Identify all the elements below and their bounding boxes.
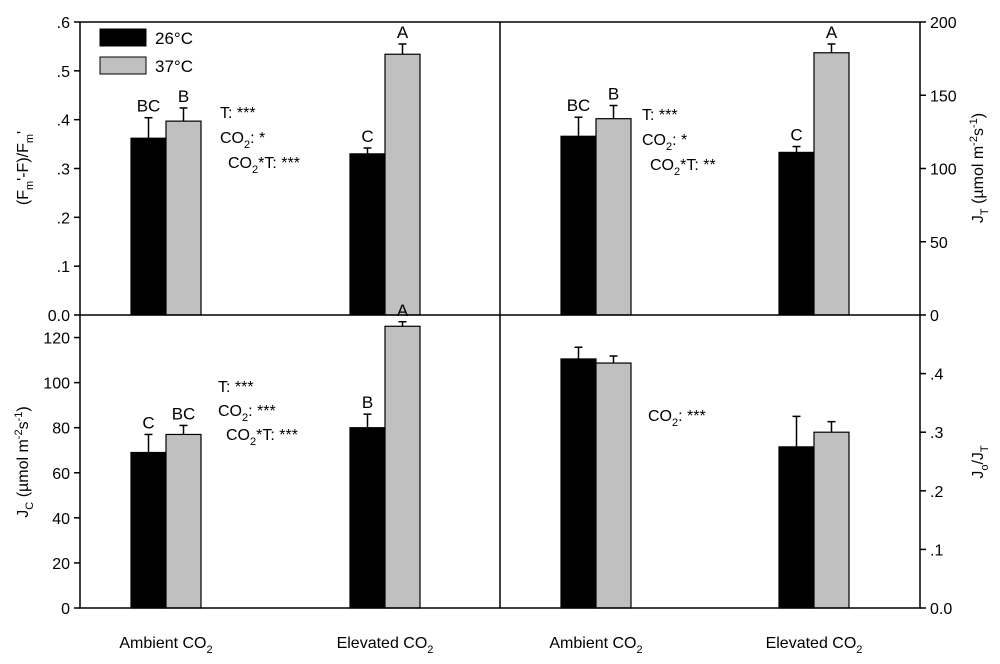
- bar-top-left-26c-ambient: [130, 137, 167, 316]
- y-tick-label-top-left: .3: [57, 162, 70, 179]
- y-tick-label-bottom-left: 20: [52, 556, 70, 573]
- bar-bottom-left-37c-ambient: [165, 433, 202, 609]
- stat-line-bottom-right: CO2: ***: [648, 408, 706, 429]
- y-label-bottom-right: Jo/JT: [970, 445, 991, 479]
- y-tick-label-bottom-right: .4: [930, 367, 943, 384]
- bar-bottom-left-26c-ambient: [130, 451, 167, 609]
- panel-top-left: 0.0 .1 .2 .3 .4 .5 .6 BC C B A T: *** CO2: * CO2*T: *…: [48, 15, 421, 325]
- bar-top-right-26c-elevated: [778, 151, 815, 316]
- y-label-top-left: (Fm'-F)/Fm': [15, 131, 36, 205]
- bar-top-right-37c-ambient: [595, 118, 632, 316]
- stat-line-top-left: CO2*T: ***: [228, 155, 300, 176]
- x-label-elevated-right: Elevated CO2: [766, 635, 863, 656]
- significance-letter-top-left: A: [397, 23, 409, 42]
- significance-letter-top-left: B: [178, 87, 189, 106]
- bar-bottom-right-26c-ambient: [560, 358, 597, 609]
- y-label-bottom-left: JC (µmol m-2s-1): [13, 406, 36, 517]
- stat-line-bottom-left: CO2*T: ***: [226, 427, 298, 448]
- stat-line-bottom-left: T: ***: [218, 379, 254, 396]
- panel-top-right: 0 50 100 150 200 BC C B A T: *** CO2: * CO2*T: **: [560, 15, 957, 325]
- panel-frame: [79, 21, 921, 609]
- bar-top-right-37c-elevated: [813, 52, 850, 316]
- stat-line-top-right: CO2*T: **: [650, 157, 716, 178]
- significance-letter-bottom-left: B: [362, 393, 373, 412]
- bar-top-left-37c-ambient: [165, 120, 202, 316]
- bar-bottom-right-37c-ambient: [595, 362, 632, 609]
- y-tick-label-top-right: 150: [930, 88, 957, 105]
- y-tick-label-bottom-left: 40: [52, 511, 70, 528]
- legend-swatch-37c: [99, 56, 147, 75]
- y-axis-titles: (Fm'-F)/Fm' JT (µmol m-2s-1) JC (µmol m-…: [13, 113, 991, 518]
- legend-label-26c: 26°C: [155, 29, 193, 48]
- y-tick-label-top-right: 100: [930, 162, 957, 179]
- panel-bottom-right: 0.0 .1 .2 .3 .4 CO2: ***: [560, 346, 952, 618]
- bar-top-left-26c-elevated: [349, 153, 386, 316]
- significance-letter-top-right: B: [608, 85, 619, 104]
- significance-letter-bottom-left: BC: [172, 404, 196, 423]
- stat-line-bottom-left: CO2: ***: [218, 403, 276, 424]
- stat-line-top-right: CO2: *: [642, 132, 687, 153]
- y-tick-label-bottom-right: 0.0: [930, 601, 952, 618]
- y-tick-label-bottom-left: 120: [43, 331, 70, 348]
- significance-letter-bottom-left: A: [397, 301, 409, 320]
- y-tick-label-bottom-right: .1: [930, 542, 943, 559]
- significance-letter-bottom-left: C: [142, 413, 154, 432]
- y-tick-label-bottom-left: 80: [52, 421, 70, 438]
- stat-line-top-right: T: ***: [642, 107, 678, 124]
- bar-top-right-26c-ambient: [560, 135, 597, 316]
- legend-label-37c: 37°C: [155, 57, 193, 76]
- y-tick-label-top-left: 0.0: [48, 308, 70, 325]
- x-label-elevated-left: Elevated CO2: [337, 635, 434, 656]
- significance-letter-top-right: A: [826, 23, 838, 42]
- significance-letter-top-right: BC: [567, 96, 591, 115]
- y-tick-label-top-left: .2: [57, 210, 70, 227]
- y-tick-label-top-right: 0: [930, 308, 939, 325]
- stat-line-top-left: CO2: *: [220, 130, 265, 151]
- y-tick-label-bottom-left: 0: [61, 601, 70, 618]
- y-label-top-right: JT (µmol m-2s-1): [968, 113, 991, 223]
- stat-line-top-left: T: ***: [220, 105, 256, 122]
- significance-letter-top-right: C: [790, 126, 802, 145]
- y-tick-label-top-right: 50: [930, 235, 948, 252]
- bar-top-left-37c-elevated: [384, 53, 421, 316]
- bar-bottom-left-37c-elevated: [384, 325, 421, 609]
- y-tick-label-top-left: .4: [57, 113, 70, 130]
- significance-letter-top-left: BC: [137, 97, 161, 116]
- x-label-ambient-left: Ambient CO2: [119, 635, 212, 656]
- panel-bottom-left: 0 20 40 60 80 100 120 C B BC A T: *** CO2: *** CO2*T:…: [43, 301, 421, 618]
- y-tick-label-top-left: .1: [57, 259, 70, 276]
- bar-bottom-right-37c-elevated: [813, 431, 850, 609]
- bar-bottom-right-26c-elevated: [778, 446, 815, 609]
- significance-letter-top-left: C: [361, 127, 373, 146]
- y-tick-label-bottom-left: 100: [43, 376, 70, 393]
- y-tick-label-bottom-left: 60: [52, 466, 70, 483]
- x-label-ambient-right: Ambient CO2: [549, 635, 642, 656]
- legend: 26°C 37°C: [99, 28, 193, 76]
- y-tick-label-top-left: .5: [57, 64, 70, 81]
- y-tick-label-bottom-right: .3: [930, 425, 943, 442]
- y-tick-label-bottom-right: .2: [930, 484, 943, 501]
- y-tick-label-top-left: .6: [57, 15, 70, 32]
- x-category-labels: Ambient CO2 Elevated CO2 Ambient CO2 Ele…: [119, 635, 862, 656]
- y-tick-label-top-right: 200: [930, 15, 957, 32]
- bar-bottom-left-26c-elevated: [349, 427, 386, 609]
- legend-swatch-26c: [99, 28, 147, 47]
